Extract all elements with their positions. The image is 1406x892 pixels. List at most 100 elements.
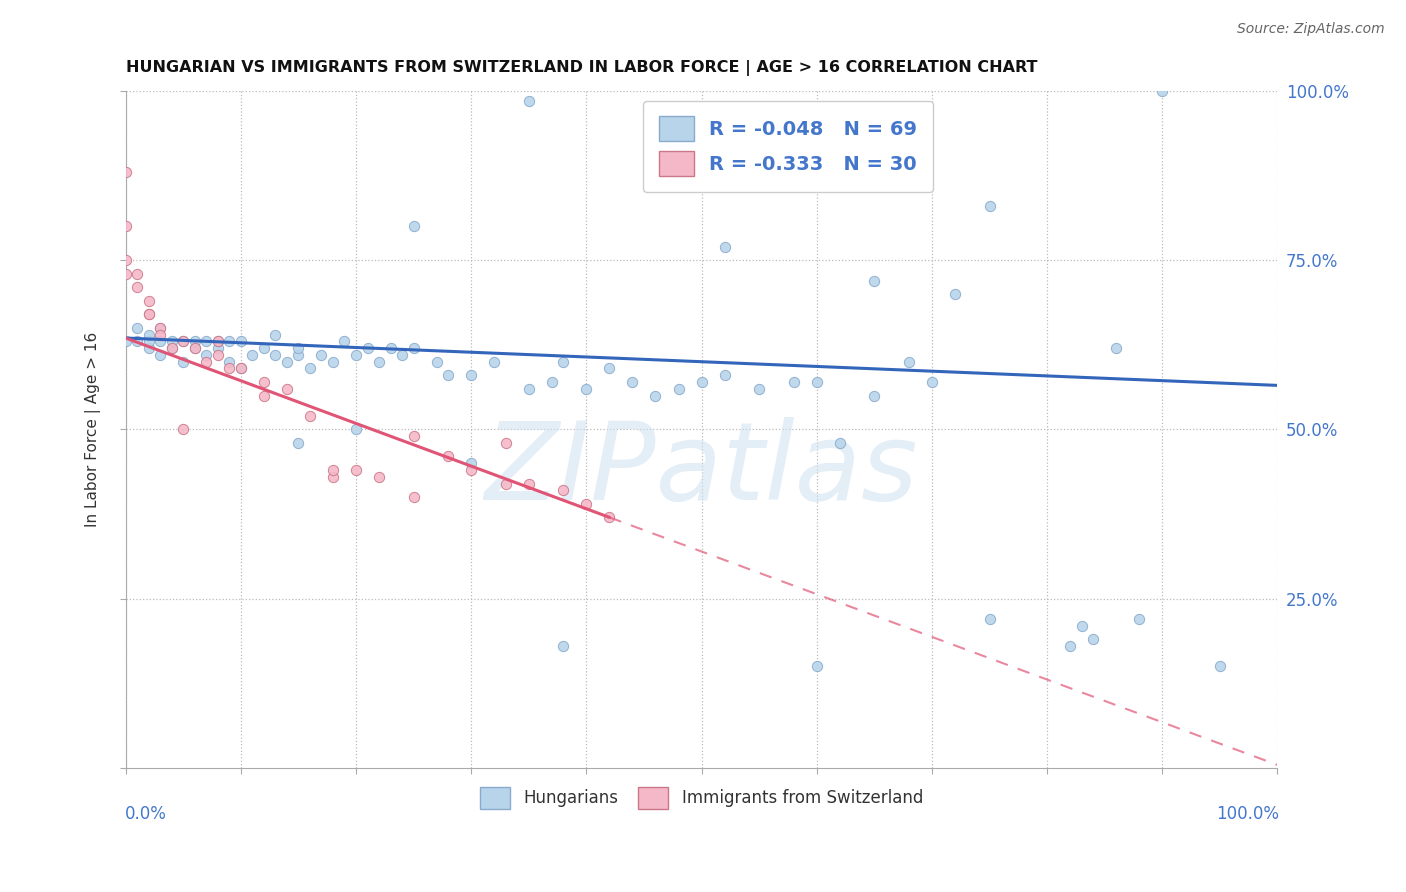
Point	[437, 368, 460, 383]
Point	[218, 361, 240, 376]
Point	[517, 476, 540, 491]
Point	[218, 355, 240, 369]
Point	[783, 375, 806, 389]
Point	[344, 348, 367, 362]
Point	[138, 334, 160, 349]
Point	[183, 341, 205, 355]
Point	[172, 355, 194, 369]
Point	[356, 341, 378, 355]
Point	[207, 341, 229, 355]
Point	[1083, 632, 1105, 647]
Text: HUNGARIAN VS IMMIGRANTS FROM SWITZERLAND IN LABOR FORCE | AGE > 16 CORRELATION C: HUNGARIAN VS IMMIGRANTS FROM SWITZERLAND…	[125, 60, 1038, 76]
Point	[460, 456, 482, 470]
Point	[127, 334, 149, 349]
Point	[482, 355, 505, 369]
Point	[402, 429, 425, 443]
Point	[897, 355, 920, 369]
Point	[287, 341, 309, 355]
Point	[229, 361, 252, 376]
Point	[160, 334, 183, 349]
Point	[207, 348, 229, 362]
Point	[322, 469, 344, 483]
Point	[368, 355, 391, 369]
Point	[553, 639, 575, 653]
Point	[276, 355, 298, 369]
Point	[264, 348, 287, 362]
Point	[172, 334, 194, 349]
Point	[127, 280, 149, 294]
Point	[517, 382, 540, 396]
Point	[402, 341, 425, 355]
Point	[426, 355, 449, 369]
Point	[253, 341, 276, 355]
Point	[183, 334, 205, 349]
Point	[240, 348, 263, 362]
Point	[322, 355, 344, 369]
Point	[748, 382, 770, 396]
Point	[160, 341, 183, 355]
Point	[253, 375, 276, 389]
Point	[114, 267, 136, 281]
Text: 0.0%: 0.0%	[125, 805, 166, 823]
Point	[1209, 659, 1232, 673]
Point	[183, 341, 205, 355]
Point	[713, 368, 735, 383]
Point	[195, 348, 218, 362]
Point	[127, 321, 149, 335]
Point	[553, 483, 575, 498]
Point	[218, 334, 240, 349]
Point	[368, 469, 391, 483]
Point	[1070, 618, 1092, 632]
Point	[380, 341, 402, 355]
Point	[575, 382, 598, 396]
Text: ZIPatlas: ZIPatlas	[485, 417, 918, 523]
Point	[391, 348, 413, 362]
Point	[806, 659, 828, 673]
Point	[437, 450, 460, 464]
Point	[172, 422, 194, 436]
Point	[644, 388, 666, 402]
Point	[138, 307, 160, 321]
Point	[172, 334, 194, 349]
Point	[207, 334, 229, 349]
Point	[495, 436, 517, 450]
Point	[138, 307, 160, 321]
Point	[402, 490, 425, 504]
Point	[311, 348, 333, 362]
Point	[690, 375, 713, 389]
Point	[149, 327, 172, 342]
Point	[553, 355, 575, 369]
Point	[621, 375, 644, 389]
Point	[460, 368, 482, 383]
Point	[149, 321, 172, 335]
Point	[276, 382, 298, 396]
Point	[1059, 639, 1081, 653]
Legend: Hungarians, Immigrants from Switzerland: Hungarians, Immigrants from Switzerland	[471, 779, 931, 817]
Point	[806, 375, 828, 389]
Point	[138, 327, 160, 342]
Text: 100.0%: 100.0%	[1216, 805, 1278, 823]
Point	[1152, 84, 1174, 98]
Point	[298, 409, 321, 423]
Point	[460, 463, 482, 477]
Point	[114, 334, 136, 349]
Point	[149, 321, 172, 335]
Point	[253, 388, 276, 402]
Point	[402, 219, 425, 234]
Point	[195, 334, 218, 349]
Point	[287, 348, 309, 362]
Point	[298, 361, 321, 376]
Point	[229, 334, 252, 349]
Point	[160, 341, 183, 355]
Point	[114, 219, 136, 234]
Point	[287, 436, 309, 450]
Point	[138, 341, 160, 355]
Y-axis label: In Labor Force | Age > 16: In Labor Force | Age > 16	[86, 332, 101, 527]
Point	[713, 240, 735, 254]
Point	[322, 463, 344, 477]
Point	[138, 293, 160, 308]
Point	[921, 375, 943, 389]
Point	[979, 612, 1001, 626]
Point	[229, 361, 252, 376]
Point	[1128, 612, 1150, 626]
